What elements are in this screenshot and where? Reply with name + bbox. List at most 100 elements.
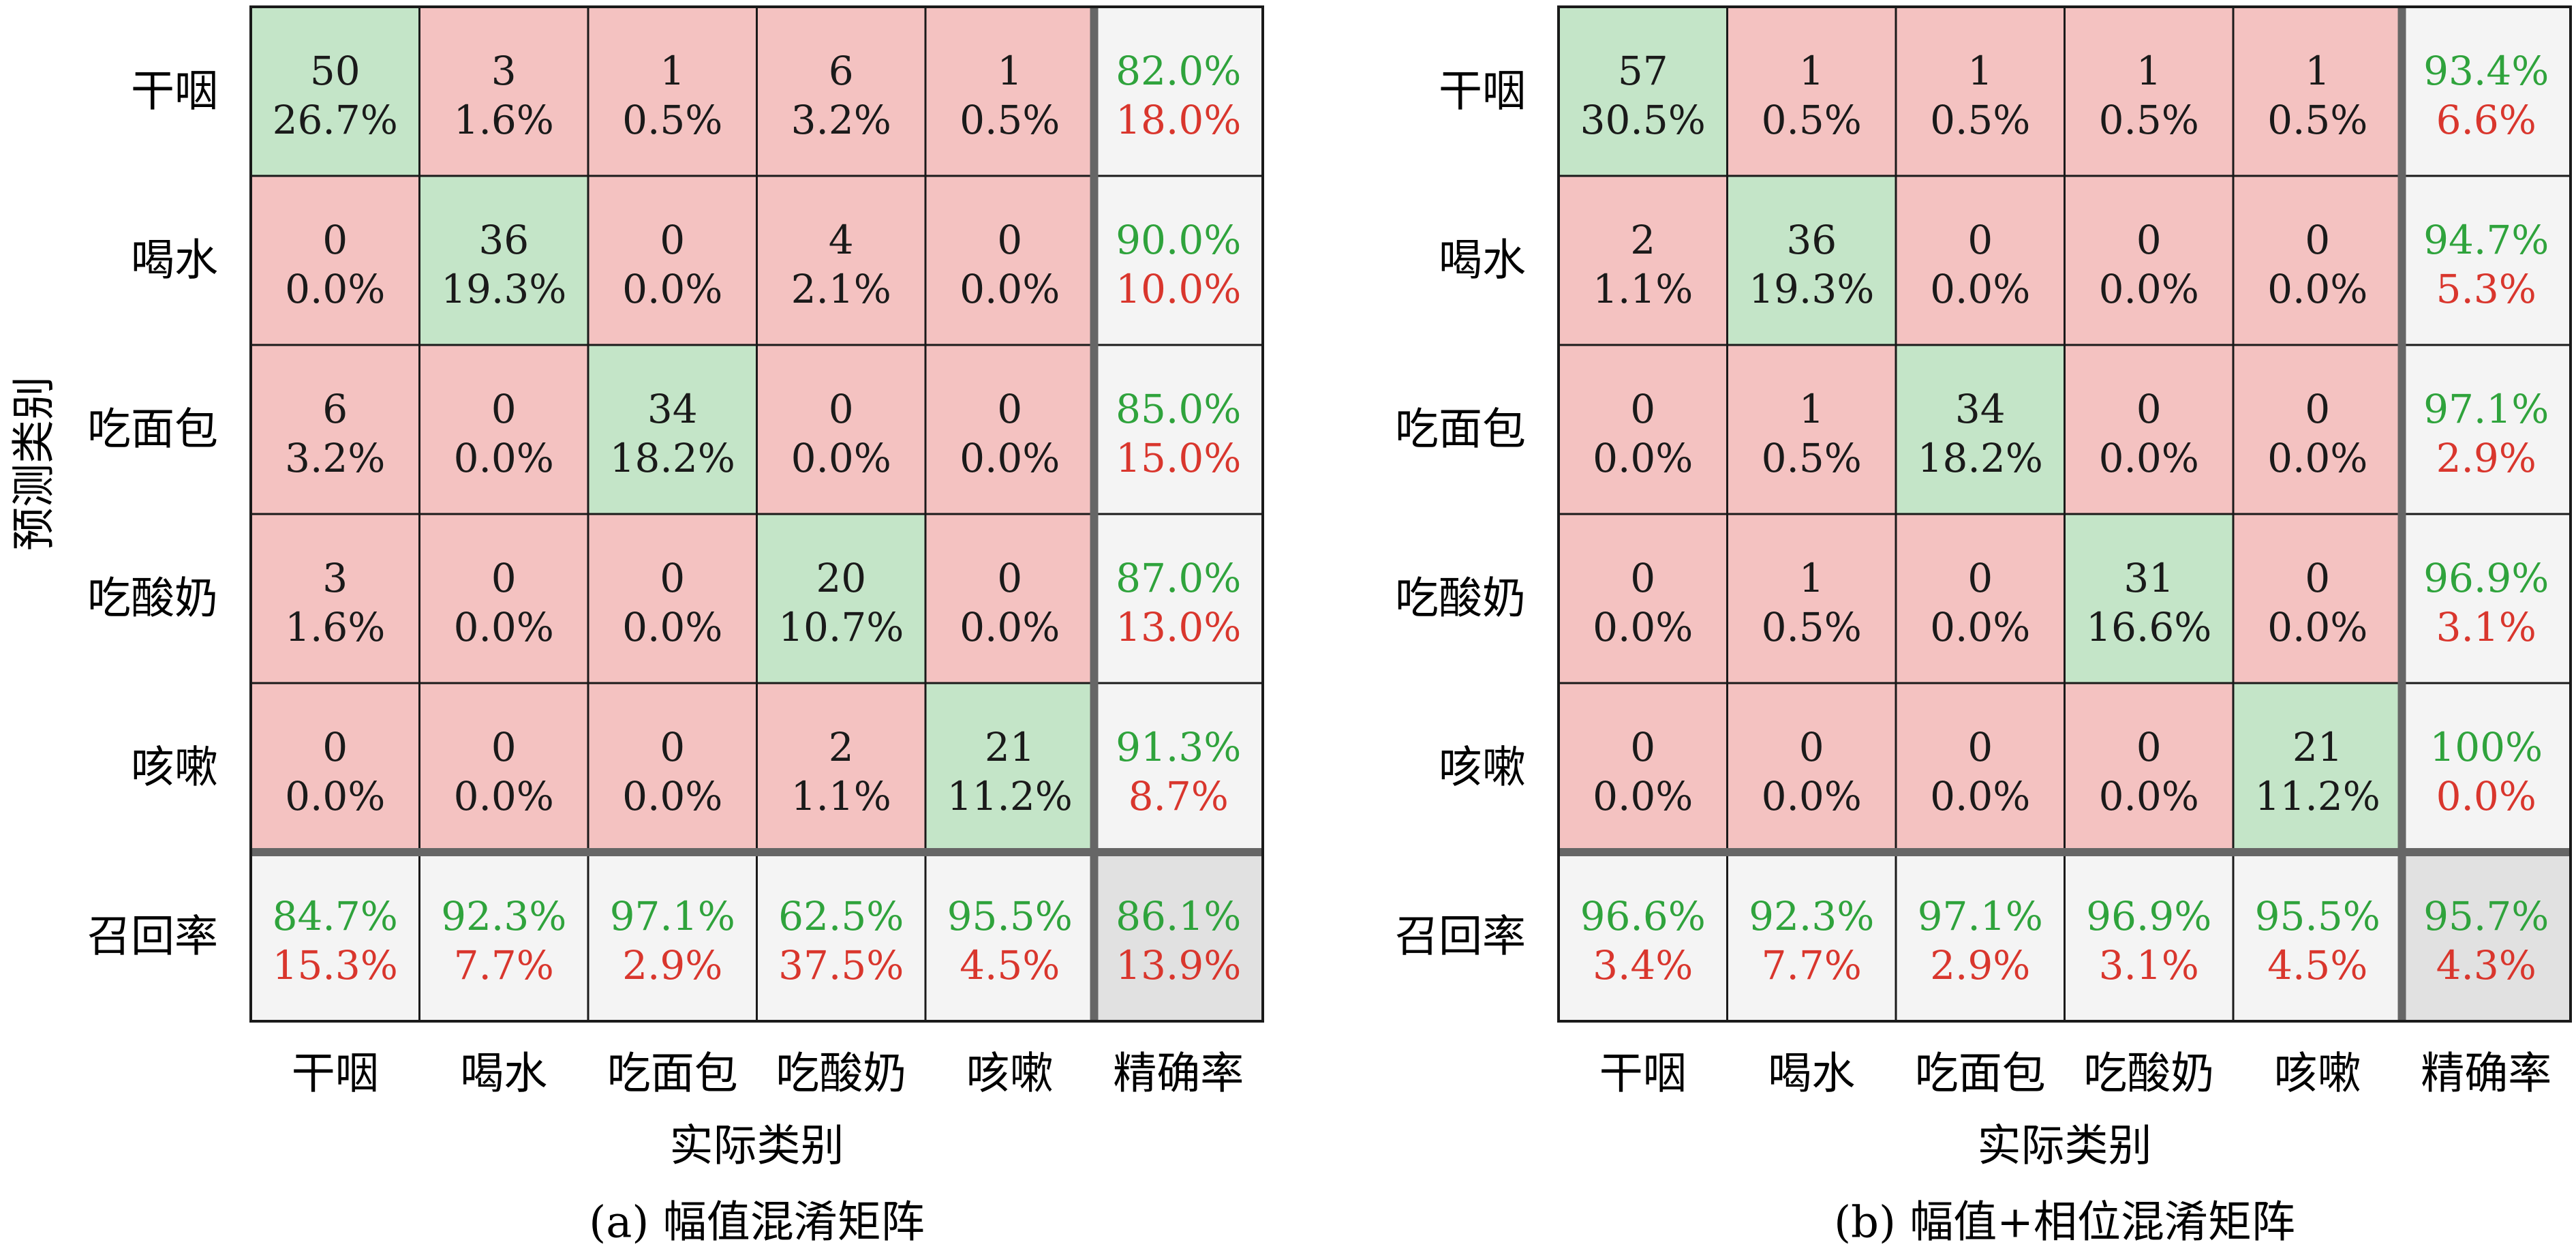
panel-caption: (b) 幅值+相位混淆矩阵 <box>1834 1198 2295 1248</box>
cell-background <box>249 682 420 854</box>
cell-background <box>2064 5 2235 177</box>
cell-top-value: 0 <box>1967 724 1993 770</box>
cell-top-value: 57 <box>1618 48 1668 94</box>
cell-bottom-value: 8.7% <box>1129 773 1229 819</box>
cell-bottom-value: 0.0% <box>454 773 554 819</box>
matrix-cell-r4-c3: 00.0% <box>2064 682 2235 854</box>
cell-bottom-value: 13.0% <box>1116 604 1241 650</box>
cell-bottom-value: 0.0% <box>960 435 1060 481</box>
matrix-cell-r3-c0: 31.6% <box>249 513 420 684</box>
cell-top-value: 0 <box>2136 724 2162 770</box>
precision-cell-r4: 100%0.0% <box>2401 682 2572 854</box>
cell-top-value: 1 <box>997 48 1022 94</box>
cell-top-value: 84.7% <box>273 893 398 939</box>
row-tick-label: 干咽 <box>131 66 218 117</box>
cell-top-value: 0 <box>322 724 348 770</box>
cell-top-value: 1 <box>1799 48 1824 94</box>
x-axis-title: 实际类别 <box>1978 1121 2152 1172</box>
cell-top-value: 0 <box>2136 217 2162 263</box>
cell-bottom-value: 7.7% <box>454 942 554 988</box>
cell-background <box>418 175 589 346</box>
matrix-cell-r1-c0: 21.1% <box>1557 175 1728 346</box>
matrix-cell-r3-c2: 00.0% <box>1895 513 2066 684</box>
precision-column-label: 精确率 <box>2421 1049 2551 1100</box>
cell-top-value: 90.0% <box>1116 217 1241 263</box>
cell-top-value: 0 <box>829 386 854 432</box>
cell-background <box>924 344 1095 515</box>
column-tick-label: 吃面包 <box>1915 1049 2046 1100</box>
cell-top-value: 1 <box>660 48 685 94</box>
cell-background <box>2232 682 2403 854</box>
cell-top-value: 0 <box>997 555 1022 601</box>
row-tick-label: 吃面包 <box>87 404 218 455</box>
cell-top-value: 95.7% <box>2423 893 2549 939</box>
cell-bottom-value: 15.0% <box>1116 435 1241 481</box>
matrix-border <box>1557 5 2572 1023</box>
cell-bottom-value: 7.7% <box>1762 942 1862 988</box>
cell-top-value: 21 <box>985 724 1035 770</box>
cell-top-value: 6 <box>322 386 348 432</box>
cell-bottom-value: 0.0% <box>2436 773 2536 819</box>
matrix-cell-r4-c1: 00.0% <box>1726 682 1897 854</box>
cell-bottom-value: 2.9% <box>622 942 722 988</box>
matrix-cell-r3-c4: 00.0% <box>924 513 1095 684</box>
overall-accuracy-cell: 95.7%4.3% <box>2401 851 2572 1023</box>
cell-bottom-value: 0.0% <box>2267 604 2367 650</box>
matrix-cell-r2-c4: 00.0% <box>924 344 1095 515</box>
column-tick-label: 喝水 <box>1768 1049 1855 1100</box>
matrix-cell-r4-c0: 00.0% <box>1557 682 1728 854</box>
row-tick-label: 喝水 <box>131 235 218 286</box>
cell-background <box>2401 5 2572 177</box>
cell-bottom-value: 0.0% <box>622 266 722 312</box>
cell-bottom-value: 0.0% <box>1762 773 1862 819</box>
cell-top-value: 1 <box>1799 386 1824 432</box>
cell-top-value: 31 <box>2123 555 2174 601</box>
cell-background <box>1726 5 1897 177</box>
precision-cell-r2: 97.1%2.9% <box>2401 344 2572 515</box>
cell-bottom-value: 0.0% <box>622 604 722 650</box>
matrix-cell-r2-c4: 00.0% <box>2232 344 2403 515</box>
cell-bottom-value: 0.0% <box>1930 604 2030 650</box>
column-tick-label: 咳嗽 <box>2274 1049 2361 1100</box>
cell-bottom-value: 4.5% <box>960 942 1060 988</box>
cell-bottom-value: 0.5% <box>2099 97 2199 143</box>
cell-bottom-value: 37.5% <box>778 942 904 988</box>
cell-top-value: 96.6% <box>1580 893 1706 939</box>
precision-column-label: 精确率 <box>1113 1049 1244 1100</box>
cell-bottom-value: 15.3% <box>273 942 398 988</box>
cell-bottom-value: 10.7% <box>778 604 904 650</box>
matrix-cell-r0-c2: 10.5% <box>587 5 758 177</box>
cell-bottom-value: 1.6% <box>285 604 385 650</box>
cell-top-value: 86.1% <box>1116 893 1241 939</box>
cell-background <box>2401 851 2572 1023</box>
matrix-cell-r0-c2: 10.5% <box>1895 5 2066 177</box>
matrix-cell-r2-c3: 00.0% <box>2064 344 2235 515</box>
column-tick-label: 吃酸奶 <box>776 1049 906 1100</box>
recall-cell-c1: 92.3%7.7% <box>418 851 589 1023</box>
cell-bottom-value: 4.5% <box>2267 942 2367 988</box>
cell-bottom-value: 11.2% <box>2255 773 2380 819</box>
cell-bottom-value: 0.5% <box>1762 97 1862 143</box>
cell-top-value: 0 <box>2305 555 2330 601</box>
cell-top-value: 95.5% <box>947 893 1073 939</box>
cell-background <box>2232 175 2403 346</box>
cell-background <box>1895 513 2066 684</box>
matrix-cell-r0-c1: 31.6% <box>418 5 589 177</box>
column-tick-label: 干咽 <box>292 1049 379 1100</box>
cell-top-value: 0 <box>491 386 517 432</box>
recall-row-label: 召回率 <box>1395 911 1526 962</box>
cell-background <box>924 851 1095 1023</box>
cell-bottom-value: 0.0% <box>2267 266 2367 312</box>
matrix-cell-r2-c1: 00.0% <box>418 344 589 515</box>
matrix-cell-r2-c0: 63.2% <box>249 344 420 515</box>
matrix-cell-r0-c4: 10.5% <box>2232 5 2403 177</box>
cell-top-value: 36 <box>478 217 529 263</box>
cell-background <box>1726 344 1897 515</box>
cell-bottom-value: 3.2% <box>285 435 385 481</box>
cell-top-value: 3 <box>322 555 348 601</box>
cell-background <box>924 682 1095 854</box>
cell-bottom-value: 2.9% <box>1930 942 2030 988</box>
